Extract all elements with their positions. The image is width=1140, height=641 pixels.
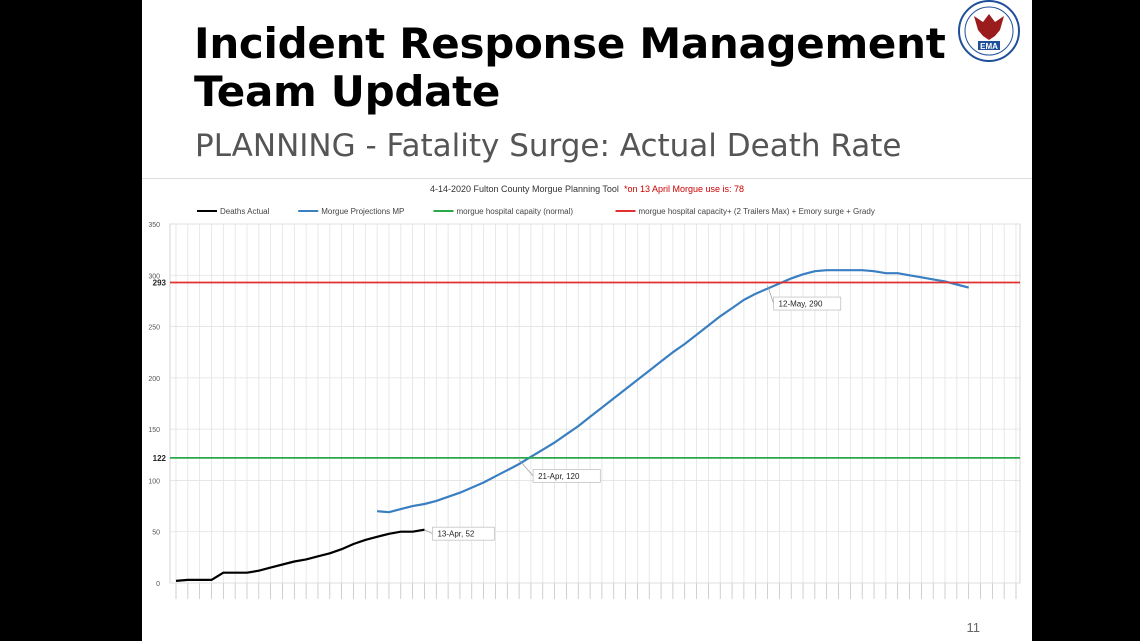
y-tick-label: 200 <box>148 376 160 383</box>
chart-title-note: *on 13 April Morgue use is: 78 <box>623 184 745 194</box>
slide: Incident Response Management Team Update… <box>142 0 1032 641</box>
annotation-leader <box>767 285 774 304</box>
plot-area <box>169 223 1021 584</box>
data-label: 12-May, 290 <box>779 300 823 309</box>
slide-number: 11 <box>966 620 981 635</box>
y-tick-label: 50 <box>152 530 160 537</box>
ema-logo: EMA <box>958 0 1020 62</box>
data-label: 13-Apr, 52 <box>437 530 474 539</box>
legend-label: morgue hospital capacity+ (2 Trailers Ma… <box>639 207 875 216</box>
y-tick-label: 300 <box>148 273 160 280</box>
annotation-leader <box>424 529 433 534</box>
series-line-morgue-projections-mp <box>377 269 969 514</box>
y-tick-label: 150 <box>148 427 160 434</box>
y-tick-label: 0 <box>156 581 160 588</box>
y-tick-label: 250 <box>148 325 160 332</box>
legend-label: morgue hospital capaity (normal) <box>457 207 574 216</box>
series-line-deaths-actual <box>175 528 425 582</box>
line-chart: 0 50 100 150 200 250 300 350 Deaths Actual Morgue… <box>148 207 1021 599</box>
annotation-leader <box>518 459 534 477</box>
chart-title: 4-14-2020 Fulton County Morgue Planning … <box>142 184 1032 194</box>
annotation-box <box>432 526 495 541</box>
legend-label: Deaths Actual <box>220 207 270 216</box>
eagle-icon <box>974 14 1004 40</box>
slide-title: Incident Response Management Team Update <box>194 19 946 116</box>
axis-value-label: 122 <box>153 454 167 463</box>
y-tick-label: 350 <box>148 222 160 229</box>
slide-subtitle: PLANNING - Fatality Surge: Actual Death … <box>195 128 902 164</box>
chart-title-text: 4-14-2020 Fulton County Morgue Planning … <box>429 184 619 194</box>
y-tick-label: 100 <box>148 478 160 485</box>
data-label: 21-Apr, 120 <box>538 472 580 481</box>
legend-label: Morgue Projections MP <box>321 207 404 216</box>
axis-value-label: 293 <box>153 278 167 287</box>
annotation-box <box>532 469 601 483</box>
chart-frame: 4-14-2020 Fulton County Morgue Planning … <box>142 178 1032 615</box>
logo-text: EMA <box>980 42 998 51</box>
annotation-box <box>773 296 842 311</box>
